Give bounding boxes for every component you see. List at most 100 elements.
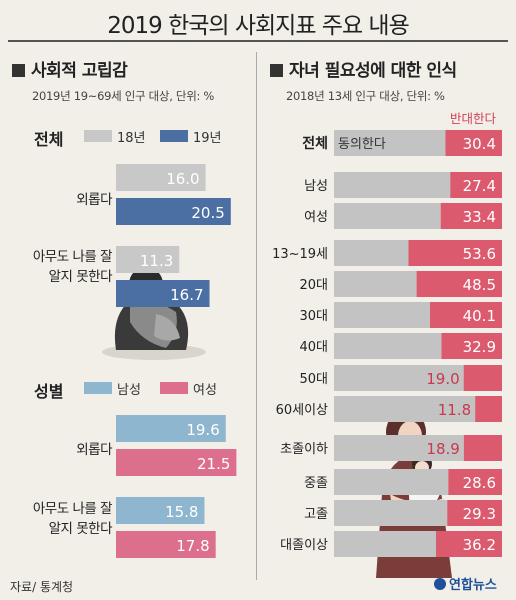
category-label-6: 40대 bbox=[299, 340, 328, 355]
left-bars: 16.0 20.5 11.3 16.7 19.6 21.5 15.8 17.8 bbox=[116, 164, 237, 558]
logo-text: 연합뉴스 bbox=[449, 578, 497, 593]
oppose-value-7: 19.0 bbox=[426, 370, 459, 388]
oppose-bar-1 bbox=[450, 172, 502, 198]
agree-bar-10 bbox=[334, 469, 449, 495]
oppose-bar-0 bbox=[445, 130, 502, 156]
bar-value-gender-1-0: 15.8 bbox=[165, 503, 198, 521]
bar-total-0-0 bbox=[116, 164, 206, 191]
category-label-1: 남성 bbox=[304, 179, 328, 194]
legend-swatch-male bbox=[84, 382, 112, 394]
oppose-value-2: 33.4 bbox=[463, 208, 496, 226]
column-divider bbox=[256, 52, 257, 580]
agree-bar-5 bbox=[334, 302, 431, 328]
oppose-bar-3 bbox=[408, 240, 502, 266]
agree-bar-12 bbox=[334, 531, 437, 557]
oppose-value-11: 29.3 bbox=[463, 505, 496, 523]
bar-gender-0-0 bbox=[116, 415, 226, 442]
oppose-value-8: 11.8 bbox=[438, 401, 471, 419]
agree-bar-8 bbox=[334, 396, 476, 422]
bar-value-total-0-1: 20.5 bbox=[191, 204, 224, 222]
legend-swatch-female bbox=[160, 382, 188, 394]
agree-label: 동의한다 bbox=[338, 137, 386, 152]
bar-total-0-1 bbox=[116, 198, 231, 225]
agree-bar-9 bbox=[334, 435, 464, 461]
category-label-5: 30대 bbox=[299, 309, 328, 324]
category-label-7: 50대 bbox=[299, 372, 328, 387]
left-title-text: 사회적 고립감 bbox=[31, 61, 128, 81]
bar-total-1-0 bbox=[116, 246, 180, 273]
source-note: 자료/ 통계청 bbox=[10, 580, 74, 594]
legend-swatch-18 bbox=[84, 130, 112, 142]
category-label-8: 60세이상 bbox=[276, 403, 328, 418]
legend-swatch-19 bbox=[160, 130, 188, 142]
oppose-bar-4 bbox=[416, 271, 502, 297]
category-label-unknown-gender: 아무도 나를 잘 알지 못한다 bbox=[32, 501, 113, 537]
oppose-value-0: 30.4 bbox=[463, 135, 496, 153]
agree-bar-1 bbox=[334, 172, 451, 198]
category-label-2: 여성 bbox=[304, 210, 328, 225]
title-rule bbox=[8, 40, 508, 42]
bar-total-1-1 bbox=[116, 280, 210, 307]
category-label-10: 중졸 bbox=[304, 476, 328, 491]
left-section-title: 사회적 고립감 bbox=[12, 56, 128, 81]
agree-bar-4 bbox=[334, 271, 417, 297]
agree-bar-6 bbox=[334, 333, 442, 359]
left-subtitle: 2019년 19~69세 인구 대상, 단위: % bbox=[32, 89, 215, 103]
group-label-gender: 성별 bbox=[34, 382, 64, 401]
bar-value-total-1-1: 16.7 bbox=[170, 286, 203, 304]
bar-value-total-1-0: 11.3 bbox=[140, 252, 173, 270]
category-label-11: 고졸 bbox=[304, 507, 328, 522]
oppose-bar-7 bbox=[463, 365, 502, 391]
bar-value-total-0-0: 16.0 bbox=[166, 170, 199, 188]
group-label-total: 전체 bbox=[34, 130, 64, 149]
oppose-value-5: 40.1 bbox=[463, 307, 496, 325]
oppose-value-3: 53.6 bbox=[463, 245, 496, 263]
oppose-value-4: 48.5 bbox=[463, 276, 496, 294]
main-title: 2019 한국의 사회지표 주요 내용 bbox=[107, 13, 410, 39]
legend-label-18: 18년 bbox=[117, 131, 146, 146]
bar-value-gender-1-1: 17.8 bbox=[176, 537, 209, 555]
agree-bar-2 bbox=[334, 203, 441, 229]
category-label-lonely: 외롭다 bbox=[76, 192, 112, 208]
oppose-bar-9 bbox=[463, 435, 502, 461]
category-label-lonely-gender: 외롭다 bbox=[76, 442, 112, 458]
right-title-text: 자녀 필요성에 대한 인식 bbox=[289, 61, 457, 81]
category-label-9: 초졸이하 bbox=[280, 442, 328, 457]
bar-value-gender-0-1: 21.5 bbox=[197, 455, 230, 473]
oppose-value-9: 18.9 bbox=[426, 440, 459, 458]
legend-label-male: 남성 bbox=[117, 383, 141, 398]
right-section-title: 자녀 필요성에 대한 인식 bbox=[270, 56, 457, 81]
category-label-3: 13~19세 bbox=[272, 247, 328, 262]
legend-label-19: 19년 bbox=[193, 131, 222, 146]
bar-gender-1-1 bbox=[116, 531, 216, 558]
category-label-12: 대졸이상 bbox=[280, 538, 328, 553]
oppose-bar-12 bbox=[436, 531, 502, 557]
oppose-bar-10 bbox=[448, 469, 502, 495]
category-label-4: 20대 bbox=[299, 278, 328, 293]
category-label-unknown: 아무도 나를 잘 알지 못한다 bbox=[32, 249, 113, 285]
bar-value-gender-0-0: 19.6 bbox=[186, 421, 219, 439]
oppose-value-10: 28.6 bbox=[463, 474, 496, 492]
category-label-0: 전체 bbox=[302, 135, 328, 152]
legend-label-female: 여성 bbox=[193, 383, 217, 398]
logo-icon bbox=[434, 578, 446, 590]
bar-gender-0-1 bbox=[116, 449, 237, 476]
square-bullet-icon bbox=[12, 64, 25, 77]
agree-bar-7 bbox=[334, 365, 464, 391]
right-bars: 전체 30.4 남성 27.4 여성 33.4 13~19세 53.6 20대 48.5 30대 40… bbox=[272, 130, 502, 557]
oppose-label: 반대한다 bbox=[450, 111, 497, 126]
square-bullet-icon bbox=[270, 64, 283, 77]
oppose-bar-11 bbox=[447, 500, 502, 526]
oppose-bar-2 bbox=[440, 203, 502, 229]
oppose-bar-6 bbox=[441, 333, 502, 359]
agree-bar-0 bbox=[334, 130, 446, 156]
oppose-bar-5 bbox=[430, 302, 502, 328]
bar-gender-1-0 bbox=[116, 497, 205, 524]
oppose-value-12: 36.2 bbox=[463, 536, 496, 554]
right-subtitle: 2018년 13세 인구 대상, 단위: % bbox=[286, 89, 445, 103]
publisher-logo: 연합뉴스 bbox=[434, 574, 497, 593]
oppose-value-6: 32.9 bbox=[463, 338, 496, 356]
agree-bar-11 bbox=[334, 500, 448, 526]
oppose-value-1: 27.4 bbox=[463, 177, 496, 195]
oppose-bar-8 bbox=[475, 396, 502, 422]
